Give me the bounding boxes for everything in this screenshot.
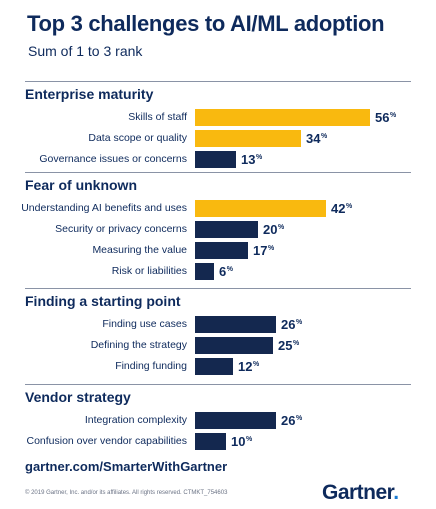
bar: [195, 221, 258, 238]
data-label-unit: %: [252, 361, 260, 368]
section-divider: [25, 172, 411, 173]
section-divider: [25, 384, 411, 385]
bar-label: Data scope or quality: [88, 132, 187, 144]
data-label-unit: %: [277, 224, 285, 231]
data-label: 26%: [281, 317, 302, 332]
data-label-value: 26: [281, 413, 296, 428]
data-label-unit: %: [292, 340, 300, 347]
bar-label: Finding funding: [115, 360, 187, 372]
bar-label: Integration complexity: [84, 414, 187, 426]
copyright-note: © 2019 Gartner, Inc. and/or its affiliat…: [25, 490, 228, 496]
bar-label: Skills of staff: [128, 111, 187, 123]
data-label-unit: %: [389, 112, 397, 119]
bar: [195, 109, 370, 126]
data-label-unit: %: [226, 266, 233, 273]
data-label-unit: %: [255, 154, 263, 161]
section-divider: [25, 288, 411, 289]
data-label: 10%: [231, 434, 252, 449]
data-label-value: 25: [278, 338, 293, 353]
bar: [195, 433, 226, 450]
data-label-value: 34: [306, 131, 321, 146]
bar: [195, 337, 273, 354]
bar: [195, 151, 236, 168]
bar-label: Finding use cases: [102, 318, 187, 330]
data-label-value: 10: [231, 434, 246, 449]
data-label-value: 6: [219, 264, 227, 279]
footer-url[interactable]: gartner.com/SmarterWithGartner: [25, 459, 228, 474]
data-label: 17%: [253, 243, 274, 258]
bar: [195, 412, 276, 429]
data-label: 6%: [219, 264, 233, 279]
data-label-value: 17: [253, 243, 268, 258]
data-label-value: 12: [238, 359, 253, 374]
bar: [195, 316, 276, 333]
data-label-value: 42: [331, 201, 346, 216]
gartner-logo: Gartner.: [322, 481, 399, 504]
data-label-value: 13: [241, 152, 256, 167]
data-label: 42%: [331, 201, 352, 216]
data-label: 56%: [375, 110, 396, 125]
data-label-unit: %: [320, 133, 328, 140]
data-label-value: 56: [375, 110, 390, 125]
data-label: 13%: [241, 152, 262, 167]
data-label-unit: %: [295, 415, 303, 422]
data-label-unit: %: [267, 245, 275, 252]
section-heading: Finding a starting point: [25, 293, 181, 309]
section-divider: [25, 81, 411, 82]
bar: [195, 358, 233, 375]
data-label-value: 20: [263, 222, 278, 237]
bar-label: Understanding AI benefits and uses: [21, 202, 187, 214]
bar: [195, 263, 214, 280]
chart-subtitle: Sum of 1 to 3 rank: [28, 43, 143, 59]
bar-label: Risk or liabilities: [111, 265, 187, 277]
data-label-unit: %: [245, 436, 253, 443]
section-heading: Vendor strategy: [25, 389, 131, 405]
bar: [195, 200, 326, 217]
bar: [195, 130, 301, 147]
data-label: 12%: [238, 359, 259, 374]
section-heading: Fear of unknown: [25, 177, 137, 193]
bar-label: Measuring the value: [92, 244, 187, 256]
data-label-value: 26: [281, 317, 296, 332]
data-label-unit: %: [345, 203, 353, 210]
data-label-unit: %: [295, 319, 303, 326]
data-label: 34%: [306, 131, 327, 146]
chart-title: Top 3 challenges to AI/ML adoption: [27, 11, 385, 36]
section-heading: Enterprise maturity: [25, 86, 154, 102]
data-label: 20%: [263, 222, 284, 237]
bar-label: Confusion over vendor capabilities: [26, 435, 187, 447]
bar-label: Security or privacy concerns: [55, 223, 187, 235]
data-label: 26%: [281, 413, 302, 428]
bar-label: Governance issues or concerns: [39, 153, 187, 165]
data-label: 25%: [278, 338, 299, 353]
bar-label: Defining the strategy: [90, 339, 187, 351]
bar: [195, 242, 248, 259]
